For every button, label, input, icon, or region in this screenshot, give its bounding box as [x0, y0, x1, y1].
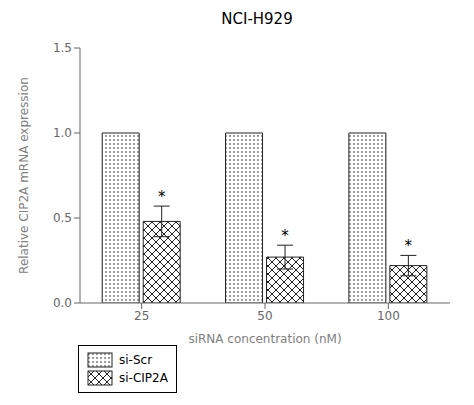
svg-text:*: * — [405, 237, 413, 255]
html-text:NCI-H929: NCI-H929 — [221, 10, 293, 28]
svg-text:1.5: 1.5 — [53, 41, 72, 55]
svg-text:100: 100 — [377, 309, 400, 323]
svg-text:0.5: 0.5 — [53, 211, 72, 225]
svg-text:*: * — [281, 227, 289, 245]
svg-text:Relative CIP2A mRNA expression: Relative CIP2A mRNA expression — [17, 77, 31, 274]
html-text:si-Scr: si-Scr — [119, 353, 153, 367]
svg-text:siRNA concentration (nM): siRNA concentration (nM) — [188, 332, 341, 346]
svg-text:1.0: 1.0 — [53, 126, 72, 140]
svg-text:0.0: 0.0 — [53, 296, 72, 310]
svg-text:50: 50 — [257, 309, 272, 323]
html-text:si-CIP2A: si-CIP2A — [119, 371, 168, 385]
svg-text:25: 25 — [134, 309, 149, 323]
svg-text:*: * — [158, 188, 166, 206]
